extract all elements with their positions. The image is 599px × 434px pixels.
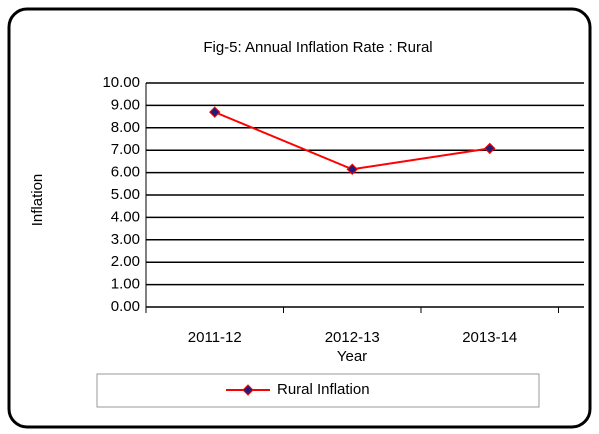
marker (346, 163, 358, 175)
y-tick-label: 4.00 (111, 208, 140, 225)
marker (209, 106, 221, 118)
y-tick-label: 0.00 (111, 298, 140, 315)
x-tick-label: 2011-12 (188, 329, 242, 346)
y-tick-label: 7.00 (111, 141, 140, 158)
x-axis-title: Year (337, 348, 367, 365)
legend-label: Rural Inflation (277, 381, 370, 398)
y-tick-label: 1.00 (111, 276, 140, 293)
x-tick-label: 2013-14 (462, 329, 517, 346)
chart-title: Fig-5: Annual Inflation Rate : Rural (203, 39, 432, 56)
y-tick-label: 9.00 (111, 96, 140, 113)
y-tick-label: 3.00 (111, 231, 140, 248)
marker (484, 142, 496, 155)
x-tick-label: 2012-13 (325, 329, 380, 346)
legend-marker (242, 384, 254, 396)
y-axis-title: Inflation (29, 174, 46, 227)
y-tick-label: 5.00 (111, 186, 140, 203)
y-tick-label: 10.00 (102, 74, 140, 91)
y-tick-label: 2.00 (111, 253, 140, 270)
y-tick-label: 8.00 (111, 119, 140, 136)
legend-box (96, 373, 540, 408)
y-tick-label: 6.00 (111, 164, 140, 181)
